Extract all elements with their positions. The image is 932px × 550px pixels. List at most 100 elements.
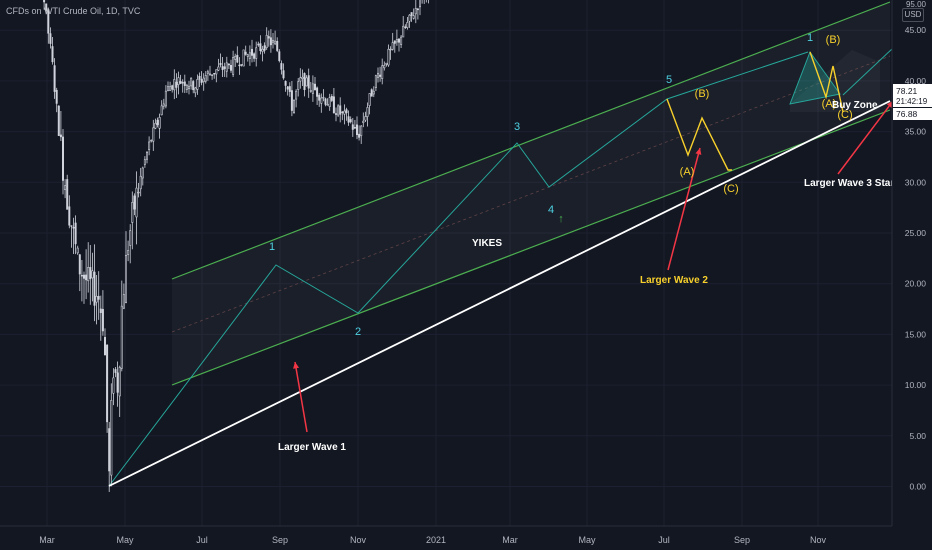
candle-body (341, 111, 344, 114)
candle-body (389, 48, 392, 51)
x-tick-label: Sep (734, 535, 750, 545)
time-axis-bg (0, 526, 932, 550)
candle-body (87, 267, 90, 282)
candle-body (61, 136, 64, 181)
candle-body (51, 46, 54, 63)
candle-body (290, 90, 293, 111)
candle-body (181, 82, 184, 84)
candle-body (173, 79, 176, 91)
candle-body (110, 400, 113, 476)
candle-body (255, 47, 258, 59)
candle-body (171, 85, 174, 90)
candle-body (406, 22, 409, 28)
candle-body (221, 66, 224, 70)
candle-body (320, 97, 323, 104)
x-tick-label: Jul (658, 535, 670, 545)
candle-body (131, 202, 134, 223)
candle-body (91, 270, 94, 279)
candle-body (72, 227, 75, 229)
candle-body (282, 70, 285, 79)
price-tag-upper: 78.21 (896, 86, 918, 96)
candle-body (360, 125, 363, 137)
y-tick-label: 10.00 (905, 380, 927, 390)
annotation-buy-zone: Buy Zone (832, 100, 878, 111)
candle-body (408, 14, 411, 22)
candle-body (99, 308, 102, 313)
candle-body (370, 89, 373, 97)
candle-body (213, 73, 216, 75)
candle-body (209, 73, 212, 76)
candle-body (177, 77, 180, 85)
candle-body (349, 119, 352, 123)
candle-body (43, 0, 46, 3)
candle-body (217, 66, 220, 71)
candle-body (192, 81, 195, 91)
candle-body (362, 120, 365, 123)
wave-label-yellow: (B) (695, 88, 710, 100)
candle-body (292, 99, 295, 113)
candle-body (248, 52, 251, 59)
candle-body (118, 367, 121, 397)
candle-body (57, 105, 60, 136)
x-tick-label: May (578, 535, 596, 545)
candle-body (139, 175, 142, 190)
candle-body (143, 159, 146, 165)
candle-body (74, 222, 77, 245)
candle-body (76, 247, 79, 254)
channel-upper-line (171, 1, 891, 280)
trend-line-white (108, 100, 891, 487)
candle-body (332, 96, 335, 114)
candle-body (263, 45, 266, 51)
arrow-wave3 (837, 100, 894, 175)
y-tick-label: 25.00 (905, 228, 927, 238)
candle-body (64, 185, 67, 191)
price-tag-lower-bg (893, 108, 932, 120)
candle-body (383, 65, 386, 69)
candle-body (391, 42, 394, 50)
candle-body (162, 103, 165, 107)
candle-body (95, 295, 98, 303)
wave-label-cyan: 1 (269, 241, 275, 253)
y-tick-label: 20.00 (905, 279, 927, 289)
candle-body (368, 93, 371, 106)
candle-body (80, 275, 83, 277)
candle-body (164, 90, 167, 107)
candle-body (83, 274, 86, 279)
candle-body (244, 51, 247, 55)
candles (43, 0, 429, 492)
annotation-larger-wave-3: Larger Wave 3 Starting (804, 178, 913, 189)
wave-arrow-green: ↑ (558, 213, 564, 225)
candle-body (309, 90, 312, 92)
candle-body (400, 36, 403, 45)
candle-body (404, 26, 407, 28)
candle-body (376, 72, 379, 78)
candle-body (154, 122, 157, 129)
candle-body (339, 105, 342, 115)
annotation-larger-wave-1: Larger Wave 1 (278, 442, 346, 453)
arrow-wave2-head (695, 148, 702, 155)
candle-body (345, 109, 348, 114)
channel-lower-line (171, 109, 891, 386)
wave-path-yellow-right (809, 51, 844, 113)
candle-body (353, 127, 356, 129)
candle-body (120, 305, 123, 369)
candle-body (397, 38, 400, 43)
candle-body (104, 337, 107, 356)
candle-body (269, 37, 272, 46)
candle-body (238, 64, 241, 67)
candle-body (259, 43, 262, 52)
candle-body (97, 295, 100, 300)
candle-body (89, 267, 92, 280)
currency-badge[interactable]: USD (902, 8, 924, 22)
candle-body (137, 191, 140, 194)
price-tag-upper-bg (893, 84, 932, 107)
x-tick-label: Mar (39, 535, 55, 545)
candle-body (112, 377, 115, 394)
candle-body (381, 65, 384, 79)
candle-body (242, 49, 245, 67)
x-tick-label: Nov (350, 535, 367, 545)
candle-body (267, 36, 270, 39)
x-tick-label: May (116, 535, 134, 545)
candle-body (274, 40, 277, 45)
